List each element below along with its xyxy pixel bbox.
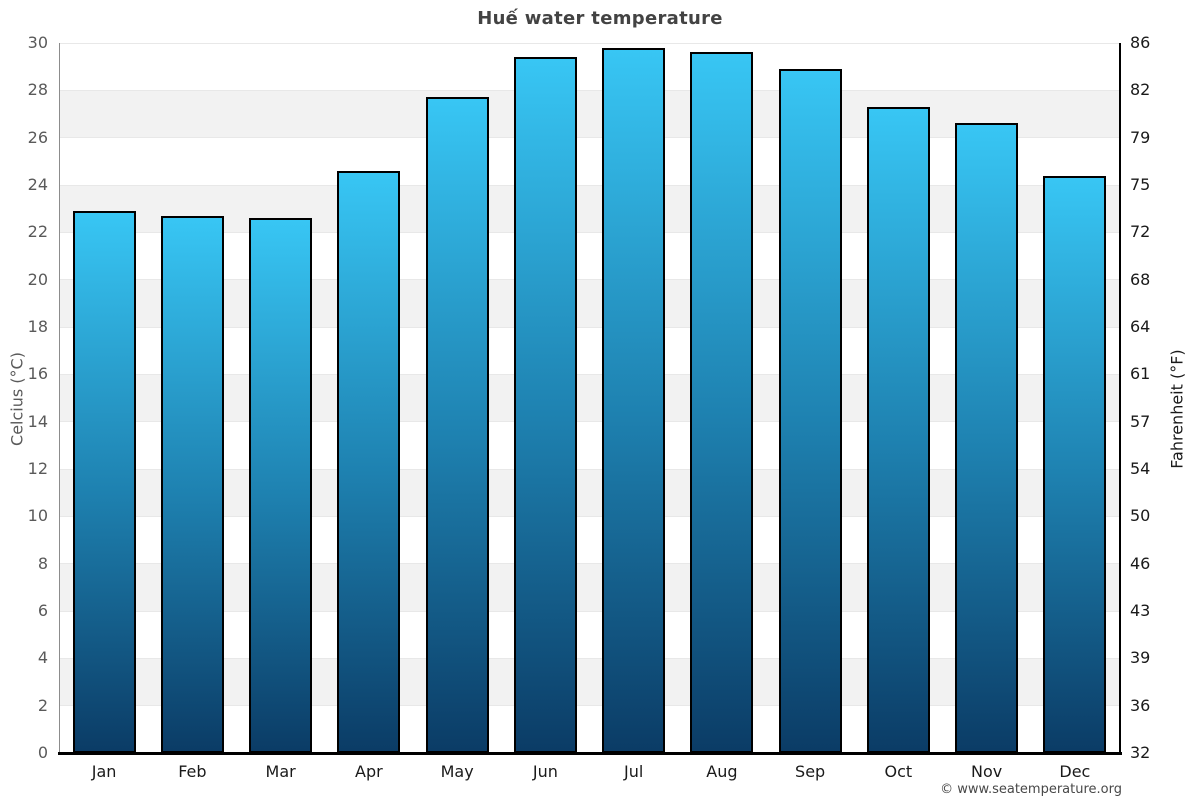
gridline bbox=[60, 89, 1119, 91]
gridline bbox=[60, 610, 1119, 612]
bar-jan bbox=[72, 211, 136, 753]
y-tick-fahrenheit-61: 61 bbox=[1130, 364, 1151, 384]
x-tick-feb: Feb bbox=[178, 762, 207, 781]
y-tick-fahrenheit-68: 68 bbox=[1130, 269, 1151, 289]
y-tick-fahrenheit-79: 79 bbox=[1130, 127, 1151, 147]
bar-oct bbox=[866, 106, 930, 753]
plot-stripe bbox=[60, 563, 1119, 611]
gridline bbox=[60, 373, 1119, 375]
y-tick-celsius-16: 16 bbox=[27, 364, 48, 384]
y-tick-celsius-2: 2 bbox=[37, 695, 48, 715]
y-tick-fahrenheit-82: 82 bbox=[1130, 80, 1151, 100]
y-axis-line-left bbox=[58, 43, 60, 753]
y-tick-celsius-18: 18 bbox=[27, 317, 48, 336]
plot-stripe bbox=[60, 469, 1119, 517]
bar-may bbox=[425, 97, 489, 753]
plot-stripe bbox=[60, 658, 1119, 706]
y-tick-celsius-28: 28 bbox=[27, 80, 48, 100]
gridline bbox=[60, 705, 1119, 707]
y-axis-label-celsius: Celcius (°C) bbox=[7, 352, 27, 446]
y-tick-fahrenheit-39: 39 bbox=[1130, 648, 1151, 668]
bar-aug bbox=[690, 52, 754, 753]
y-tick-celsius-22: 22 bbox=[27, 222, 48, 242]
gridline bbox=[60, 326, 1119, 328]
plot-stripe bbox=[60, 185, 1119, 233]
bar-nov bbox=[955, 123, 1019, 753]
y-tick-fahrenheit-46: 46 bbox=[1130, 553, 1151, 573]
x-tick-aug: Aug bbox=[706, 762, 738, 781]
y-tick-celsius-26: 26 bbox=[27, 127, 48, 147]
bar-apr bbox=[337, 170, 401, 753]
y-tick-fahrenheit-64: 64 bbox=[1130, 317, 1151, 336]
y-tick-celsius-8: 8 bbox=[37, 553, 48, 573]
gridline bbox=[60, 421, 1119, 423]
y-axis-label-fahrenheit: Fahrenheit (°F) bbox=[1167, 349, 1187, 469]
y-tick-celsius-10: 10 bbox=[27, 506, 48, 526]
y-tick-celsius-4: 4 bbox=[37, 648, 48, 668]
x-tick-jun: Jun bbox=[532, 762, 558, 781]
y-tick-fahrenheit-75: 75 bbox=[1130, 175, 1151, 194]
gridline bbox=[60, 563, 1119, 565]
x-tick-may: May bbox=[440, 762, 474, 781]
y-tick-celsius-20: 20 bbox=[27, 269, 48, 289]
gridline bbox=[60, 231, 1119, 233]
y-tick-celsius-14: 14 bbox=[27, 411, 48, 431]
x-axis-line bbox=[58, 752, 1122, 755]
plot-stripe bbox=[60, 279, 1119, 327]
y-tick-celsius-6: 6 bbox=[37, 601, 48, 620]
plot-stripe bbox=[60, 374, 1119, 422]
x-tick-mar: Mar bbox=[265, 762, 296, 781]
bar-dec bbox=[1043, 175, 1107, 753]
y-tick-celsius-0: 0 bbox=[37, 743, 48, 762]
bar-feb bbox=[160, 215, 224, 753]
bar-mar bbox=[249, 218, 313, 753]
y-tick-fahrenheit-86: 86 bbox=[1130, 33, 1151, 52]
gridline bbox=[60, 42, 1119, 44]
chart-title: Huế water temperature bbox=[477, 8, 723, 29]
y-tick-fahrenheit-50: 50 bbox=[1130, 506, 1151, 526]
gridline bbox=[60, 184, 1119, 186]
gridline bbox=[60, 137, 1119, 139]
y-axis-line-right bbox=[1119, 43, 1121, 753]
y-tick-fahrenheit-43: 43 bbox=[1130, 601, 1151, 620]
y-tick-celsius-30: 30 bbox=[27, 33, 48, 52]
x-tick-dec: Dec bbox=[1059, 762, 1091, 781]
x-tick-nov: Nov bbox=[971, 762, 1003, 781]
gridline bbox=[60, 515, 1119, 517]
bar-jun bbox=[513, 57, 577, 753]
gridline bbox=[60, 279, 1119, 281]
x-tick-sep: Sep bbox=[795, 762, 826, 781]
y-tick-celsius-12: 12 bbox=[27, 459, 48, 478]
y-tick-fahrenheit-36: 36 bbox=[1130, 695, 1151, 715]
bar-sep bbox=[778, 69, 842, 753]
y-tick-fahrenheit-57: 57 bbox=[1130, 411, 1151, 431]
plot-stripe bbox=[60, 90, 1119, 138]
gridline bbox=[60, 657, 1119, 659]
x-tick-jul: Jul bbox=[623, 762, 644, 781]
y-tick-fahrenheit-54: 54 bbox=[1130, 459, 1151, 478]
y-tick-fahrenheit-72: 72 bbox=[1130, 222, 1151, 242]
site-credit-link[interactable]: © www.seatemperature.org bbox=[940, 782, 1122, 797]
x-tick-apr: Apr bbox=[355, 762, 383, 781]
y-tick-celsius-24: 24 bbox=[27, 175, 48, 194]
bar-jul bbox=[602, 47, 666, 753]
y-tick-fahrenheit-32: 32 bbox=[1130, 743, 1151, 762]
x-tick-jan: Jan bbox=[91, 762, 117, 781]
x-tick-oct: Oct bbox=[884, 762, 913, 781]
gridline bbox=[60, 468, 1119, 470]
